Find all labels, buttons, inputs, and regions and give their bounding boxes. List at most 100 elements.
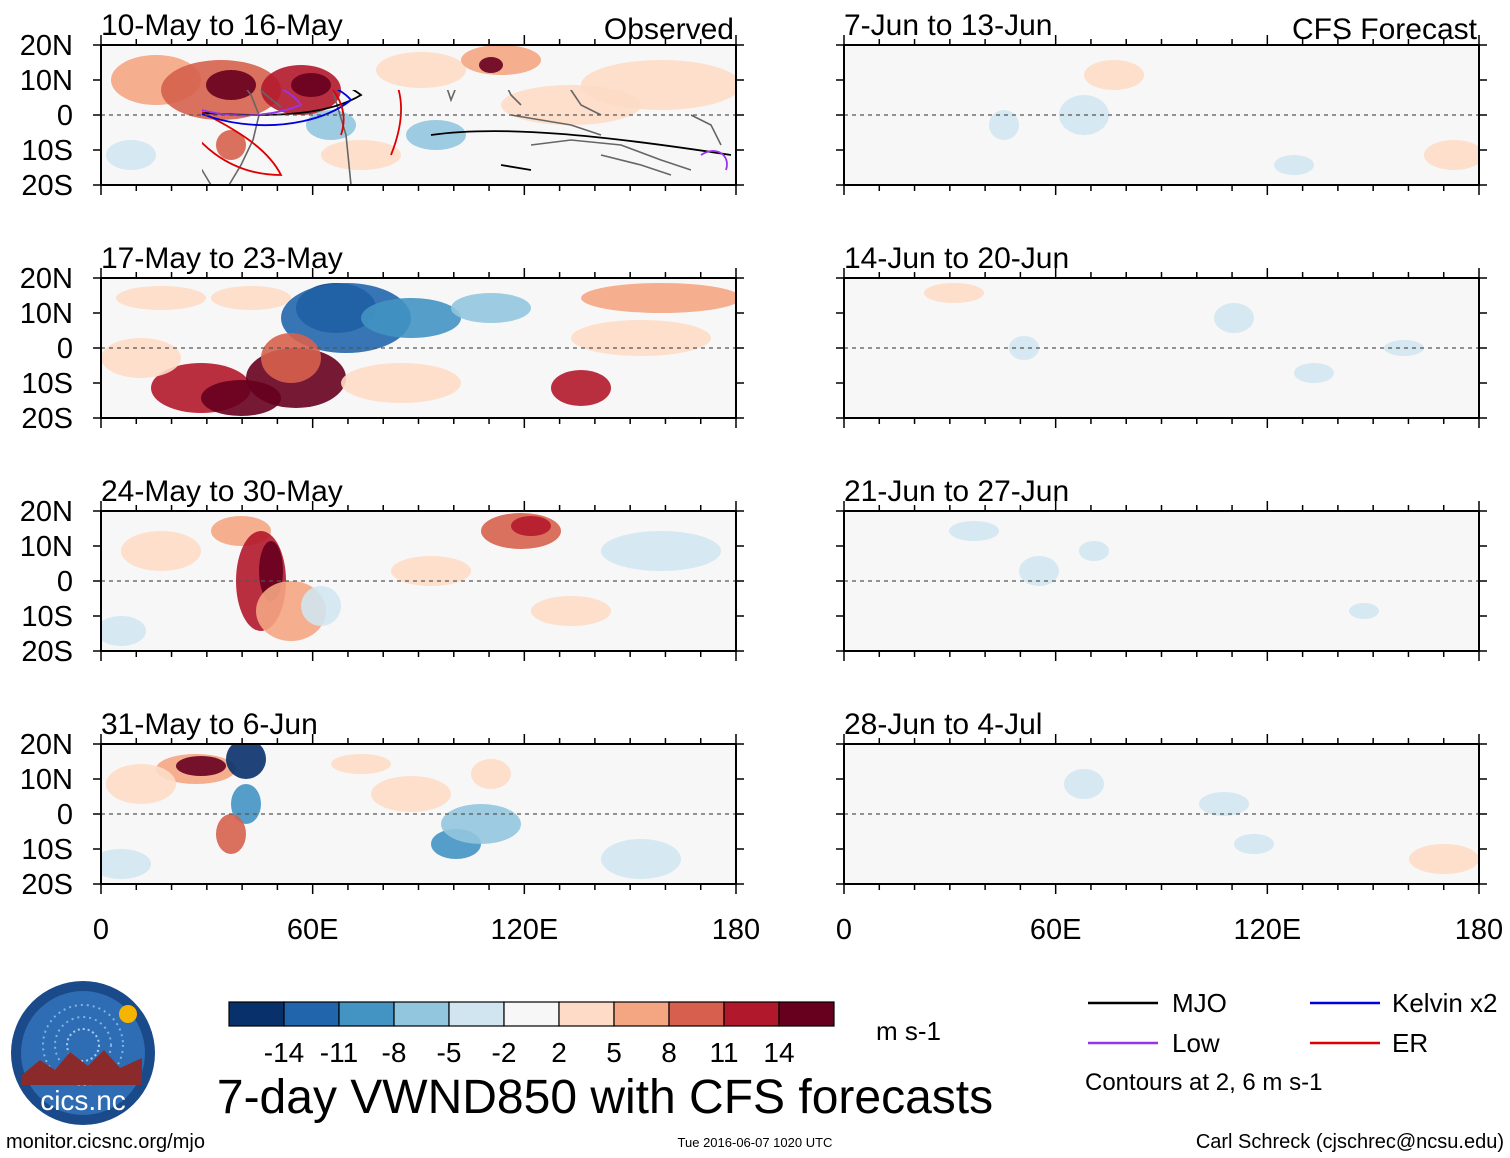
footer-url: monitor.cicsnc.org/mjo	[6, 1131, 205, 1153]
contour-line	[390, 90, 402, 156]
observed-header: Observed	[604, 13, 734, 46]
contour-line	[700, 150, 728, 171]
vwnd-anomaly-shading	[106, 764, 176, 804]
lon-label: 180	[1455, 914, 1503, 946]
lon-label: 180	[712, 914, 760, 946]
vwnd-anomaly-shading	[551, 370, 611, 406]
vwnd-anomaly-shading	[101, 849, 151, 879]
lon-label: 120E	[1233, 914, 1301, 946]
vwnd-anomaly-shading	[1199, 792, 1249, 816]
colorbar-tick-label: -14	[264, 1037, 304, 1068]
contour-line	[331, 90, 345, 136]
legend-label-mjo: MJO	[1172, 988, 1227, 1018]
colorbar-swatch	[338, 1001, 395, 1027]
vwnd-anomaly-shading	[581, 283, 736, 313]
contour-line	[500, 164, 532, 171]
colorbar-tick-label: 11	[709, 1037, 738, 1068]
colorbar-swatch	[503, 1001, 560, 1027]
vwnd-anomaly-shading	[261, 333, 321, 383]
legend: MJO Kelvin x2 Low ER Contours at 2, 6 m …	[1085, 988, 1498, 1096]
lat-label: 20S	[21, 869, 73, 901]
week-label: 7-Jun to 13-Jun	[844, 9, 1052, 42]
lat-label: 0	[57, 799, 73, 831]
vwnd-anomaly-shading	[361, 298, 461, 338]
vwnd-anomaly-shading	[341, 363, 461, 403]
vwnd-anomaly-shading	[321, 140, 401, 170]
vwnd-anomaly-shading	[1424, 140, 1479, 170]
lat-label: 20S	[21, 170, 73, 202]
week-label: 10-May to 16-May	[101, 9, 343, 42]
vwnd-anomaly-shading	[176, 756, 226, 776]
map-panels: 10-May to 16-May Observed20N10N010S20S7-J…	[20, 9, 1503, 946]
colorbar: -14 -11 -8 -5 -2 2 5 8 11 14 m s-1	[228, 1001, 941, 1068]
lat-label: 10N	[20, 764, 73, 796]
colorbar-swatch	[228, 1001, 285, 1027]
shading-layer	[949, 521, 1379, 619]
lat-label: 0	[57, 566, 73, 598]
contour-line	[202, 90, 363, 116]
week-label: 31-May to 6-Jun	[101, 708, 318, 741]
colorbar-swatch	[558, 1001, 615, 1027]
wave-contours	[202, 90, 732, 176]
lat-label: 10N	[20, 298, 73, 330]
lon-label: 60E	[287, 914, 339, 946]
colorbar-swatch	[448, 1001, 505, 1027]
map-panel-forecast-2: 14-Jun to 20-Jun	[836, 242, 1487, 428]
contour-note: Contours at 2, 6 m s-1	[1085, 1069, 1322, 1096]
lat-label: 10S	[21, 834, 73, 866]
vwnd-anomaly-shading	[301, 586, 341, 626]
forecast-header: CFS Forecast	[1292, 13, 1478, 46]
colorbar-tick-label: -2	[492, 1037, 517, 1068]
vwnd-anomaly-shading	[206, 70, 256, 100]
vwnd-anomaly-shading	[211, 286, 291, 310]
vwnd-anomaly-shading	[1274, 155, 1314, 175]
vwnd-anomaly-shading	[531, 596, 611, 626]
week-label: 14-Jun to 20-Jun	[844, 242, 1069, 275]
vwnd-anomaly-shading	[1409, 844, 1479, 874]
lat-label: 10S	[21, 135, 73, 167]
lat-label: 20S	[21, 636, 73, 668]
vwnd-anomaly-shading	[216, 814, 246, 854]
colorbar-tick-label: -11	[320, 1037, 358, 1068]
colorbar-units: m s-1	[876, 1016, 941, 1046]
vwnd-anomaly-shading	[1079, 541, 1109, 561]
lon-label: 0	[836, 914, 852, 946]
colorbar-tick-label: 2	[551, 1037, 567, 1068]
vwnd-anomaly-shading	[281, 283, 411, 353]
cics-logo: cics.nc	[11, 981, 155, 1125]
shading-layer	[1064, 769, 1479, 874]
contour-line	[202, 111, 283, 176]
week-label: 21-Jun to 27-Jun	[844, 475, 1069, 508]
vwnd-anomaly-shading	[989, 110, 1019, 140]
vwnd-anomaly-shading	[441, 804, 521, 844]
contour-line	[202, 90, 353, 127]
contour-line	[430, 130, 732, 156]
footer-credit: Carl Schreck (cjschrec@ncsu.edu)	[1196, 1131, 1504, 1153]
vwnd-anomaly-shading	[291, 73, 331, 97]
vwnd-anomaly-shading	[1349, 603, 1379, 619]
lat-label: 20N	[20, 729, 73, 761]
vwnd-anomaly-shading	[1084, 60, 1144, 90]
vwnd-anomaly-shading	[371, 776, 451, 812]
colorbar-tick-label: -8	[382, 1037, 407, 1068]
vwnd-anomaly-shading	[116, 286, 206, 310]
shading-layer	[101, 513, 721, 646]
colorbar-swatch	[393, 1001, 450, 1027]
vwnd-anomaly-shading	[451, 293, 531, 323]
vwnd-anomaly-shading	[924, 283, 984, 303]
colorbar-swatch	[283, 1001, 340, 1027]
vwnd-anomaly-shading	[571, 320, 711, 356]
vwnd-anomaly-shading	[1064, 769, 1104, 799]
vwnd-anomaly-shading	[1294, 363, 1334, 383]
week-label: 17-May to 23-May	[101, 242, 343, 275]
vwnd-anomaly-shading	[1019, 556, 1059, 586]
vwnd-anomaly-shading	[226, 744, 266, 779]
lat-label: 10N	[20, 531, 73, 563]
vwnd-anomaly-shading	[101, 338, 181, 378]
vwnd-anomaly-shading	[216, 130, 246, 160]
colorbar-swatch	[613, 1001, 670, 1027]
colorbar-swatch	[778, 1001, 835, 1027]
